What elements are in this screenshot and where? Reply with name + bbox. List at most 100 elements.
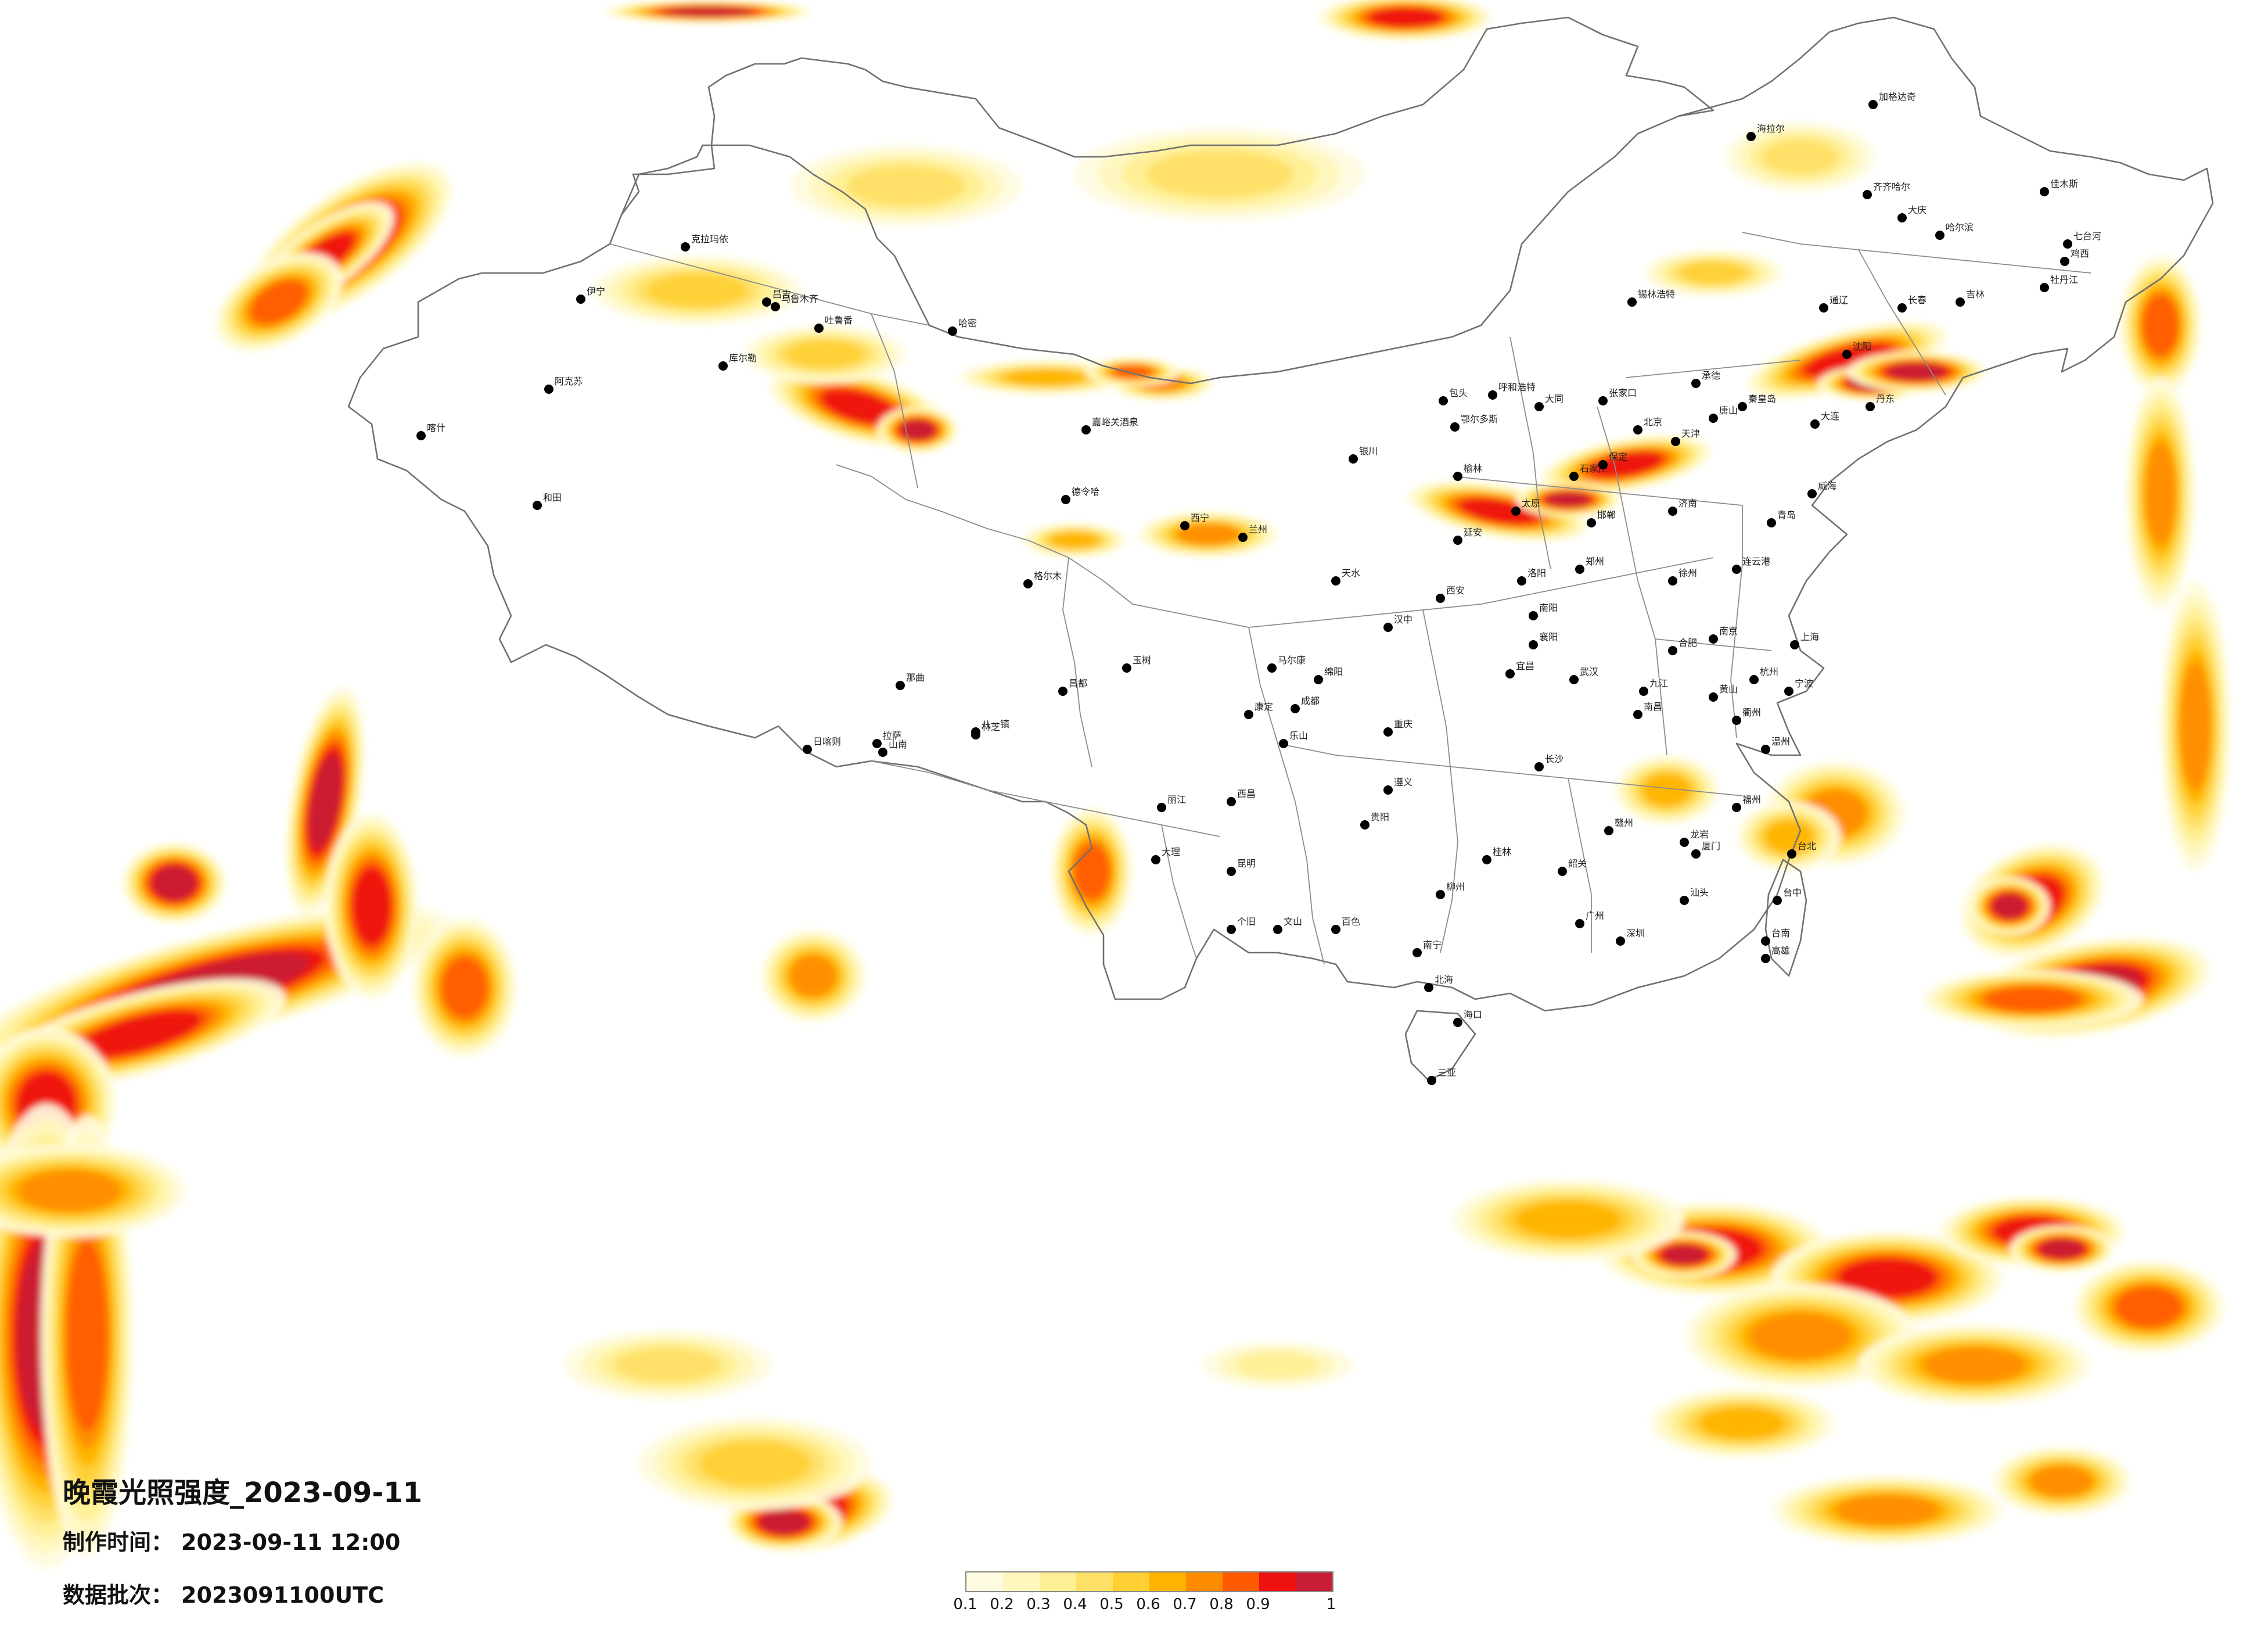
city-dot[interactable] [1668,646,1677,655]
city-marker[interactable]: 洛阳 [1517,568,1546,586]
city-marker[interactable]: 乐山 [1279,730,1308,748]
city-marker[interactable]: 连云港 [1732,556,1770,574]
city-marker[interactable]: 丹东 [1866,393,1895,411]
city-dot[interactable] [1450,422,1460,432]
city-dot[interactable] [1633,710,1642,719]
city-marker[interactable]: 郑州 [1575,556,1604,574]
city-marker[interactable]: 大庆 [1897,204,1926,222]
city-dot[interactable] [1488,390,1497,400]
city-marker[interactable]: 黄山 [1709,684,1738,702]
city-marker[interactable]: 哈密 [948,318,977,336]
city-marker[interactable]: 济南 [1668,498,1697,516]
city-marker[interactable]: 哈尔滨 [1935,222,1974,240]
city-dot[interactable] [1349,454,1358,464]
city-dot[interactable] [1767,518,1776,527]
city-dot[interactable] [1081,425,1091,435]
city-dot[interactable] [1639,687,1648,696]
city-dot[interactable] [872,739,882,748]
city-dot[interactable] [1819,303,1828,313]
city-marker[interactable]: 南京 [1709,626,1738,644]
city-marker[interactable]: 温州 [1761,736,1790,754]
city-dot[interactable] [1529,611,1538,620]
city-dot[interactable] [1732,565,1741,574]
city-marker[interactable]: 合肥 [1668,637,1697,655]
city-marker[interactable]: 贵阳 [1360,812,1389,830]
city-dot[interactable] [1709,634,1718,644]
city-dot[interactable] [1569,472,1579,481]
city-marker[interactable]: 南阳 [1529,602,1558,620]
city-marker[interactable]: 格尔木 [1023,570,1062,588]
city-dot[interactable] [1529,640,1538,649]
city-dot[interactable] [2040,283,2049,292]
city-marker[interactable]: 北海 [1424,974,1453,992]
city-marker[interactable]: 长沙 [1534,753,1563,771]
city-marker[interactable]: 加格达奇 [1868,91,1916,109]
city-dot[interactable] [1453,536,1462,545]
city-dot[interactable] [1505,669,1515,678]
city-dot[interactable] [1810,419,1820,429]
city-marker[interactable]: 武汉 [1569,666,1598,684]
city-dot[interactable] [1575,565,1584,574]
city-dot[interactable] [1897,213,1907,222]
city-marker[interactable]: 库尔勒 [718,353,757,371]
city-dot[interactable] [1761,936,1770,946]
city-dot[interactable] [1897,303,1907,313]
city-marker[interactable]: 九江 [1639,678,1668,696]
city-marker[interactable]: 柳州 [1436,881,1465,899]
city-marker[interactable]: 克拉玛依 [681,234,728,252]
city-dot[interactable] [1807,489,1817,498]
city-dot[interactable] [814,324,824,333]
city-marker[interactable]: 和田 [533,492,562,510]
city-dot[interactable] [1273,925,1282,934]
city-marker[interactable]: 太原 [1511,498,1540,516]
city-dot[interactable] [1784,687,1793,696]
city-dot[interactable] [771,302,780,311]
city-dot[interactable] [1587,518,1596,527]
city-dot[interactable] [1436,890,1445,899]
city-marker[interactable]: 南宁 [1412,939,1442,957]
city-dot[interactable] [1868,100,1878,109]
city-dot[interactable] [416,431,426,440]
city-marker[interactable]: 保定 [1598,451,1627,469]
city-dot[interactable] [1773,896,1782,905]
city-dot[interactable] [1314,675,1323,684]
city-marker[interactable]: 龙岩 [1680,829,1709,847]
city-dot[interactable] [1453,1018,1462,1027]
city-dot[interactable] [1427,1076,1436,1085]
city-marker[interactable]: 大连 [1810,411,1839,429]
city-marker[interactable]: 杭州 [1749,666,1778,684]
city-dot[interactable] [1412,948,1422,957]
city-marker[interactable]: 襄阳 [1529,631,1558,649]
city-dot[interactable] [1575,919,1584,928]
city-dot[interactable] [1671,437,1680,446]
city-dot[interactable] [1668,507,1677,516]
city-marker[interactable]: 重庆 [1383,719,1412,737]
city-dot[interactable] [1534,402,1544,411]
city-marker[interactable]: 台南 [1761,928,1790,946]
city-marker[interactable]: 兰州 [1238,524,1267,542]
city-dot[interactable] [1227,925,1236,934]
city-dot[interactable] [1383,623,1393,632]
city-marker[interactable]: 佳木斯 [2040,178,2078,196]
city-marker[interactable]: 海口 [1453,1009,1482,1027]
city-dot[interactable] [1122,663,1131,673]
city-dot[interactable] [1746,132,1756,141]
city-marker[interactable]: 喀什 [416,422,445,440]
city-dot[interactable] [1749,675,1759,684]
city-dot[interactable] [533,501,542,510]
city-marker[interactable]: 大同 [1534,393,1563,411]
city-marker[interactable]: 天水 [1331,568,1360,586]
city-dot[interactable] [1680,838,1689,847]
city-dot[interactable] [1279,739,1288,748]
city-marker[interactable]: 鄂尔多斯 [1450,414,1498,432]
city-marker[interactable]: 昌吉 [762,289,791,307]
city-dot[interactable] [2063,239,2072,249]
city-marker[interactable]: 遵义 [1383,777,1412,795]
city-dot[interactable] [948,326,957,336]
city-dot[interactable] [878,748,887,757]
city-dot[interactable] [1558,867,1567,876]
city-marker[interactable]: 七台河 [2063,231,2101,249]
city-dot[interactable] [2060,257,2069,266]
